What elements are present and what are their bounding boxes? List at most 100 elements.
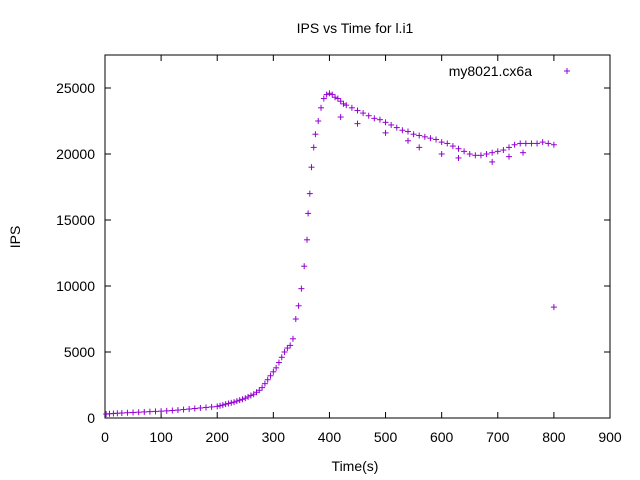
data-point: [197, 404, 204, 411]
data-point: [180, 406, 187, 413]
data-point: [219, 402, 226, 409]
data-point: [365, 112, 372, 119]
data-point: [217, 402, 224, 409]
data-point: [306, 190, 313, 197]
x-tick-label: 900: [598, 429, 622, 445]
data-point: [489, 158, 496, 165]
data-point: [203, 404, 209, 411]
data-point: [191, 405, 198, 412]
data-point: [511, 141, 518, 148]
data-point: [298, 285, 305, 292]
data-point: [289, 335, 296, 342]
data-point: [158, 408, 165, 415]
data-point: [304, 236, 310, 243]
data-point: [236, 397, 243, 404]
data-point: [124, 409, 131, 416]
data-point: [231, 399, 238, 406]
data-point: [337, 114, 344, 121]
data-point: [118, 409, 125, 416]
data-point: [517, 140, 524, 147]
data-point: [399, 127, 406, 134]
data-point: [410, 131, 417, 138]
data-point: [494, 148, 501, 155]
data-point: [376, 116, 383, 123]
data-point: [264, 376, 271, 383]
data-point: [323, 91, 330, 98]
y-tick-label: 20000: [56, 146, 95, 162]
legend-marker-symbol: [564, 68, 570, 74]
data-point: [348, 104, 355, 111]
data-point: [275, 359, 282, 366]
chart-title: IPS vs Time for l.i1: [297, 20, 414, 36]
data-point: [312, 131, 319, 138]
data-point: [354, 120, 361, 127]
data-point: [506, 144, 512, 151]
data-point: [444, 140, 451, 147]
y-tick-label: 15000: [56, 212, 95, 228]
y-tick-label: 10000: [56, 278, 95, 294]
x-tick-label: 200: [206, 429, 230, 445]
data-point: [545, 140, 552, 147]
data-point: [382, 129, 389, 136]
data-point: [301, 263, 308, 270]
x-tick-label: 400: [318, 429, 342, 445]
legend: my8021.cx6a: [449, 63, 570, 79]
x-tick-label: 0: [101, 429, 109, 445]
data-point: [455, 145, 462, 152]
y-axis-ticks: 0 5000 10000 15000 20000 25000: [56, 80, 610, 426]
data-point: [261, 380, 268, 387]
data-point: [163, 407, 170, 414]
data-point: [169, 407, 176, 414]
data-point: [489, 149, 496, 156]
x-tick-label: 700: [486, 429, 510, 445]
data-point: [472, 152, 479, 159]
data-point: [340, 100, 347, 107]
data-point: [438, 139, 445, 146]
data-point: [233, 398, 240, 405]
data-point: [337, 98, 344, 105]
data-point: [455, 154, 462, 161]
data-point: [416, 144, 423, 151]
data-point: [416, 132, 423, 139]
x-tick-label: 800: [542, 429, 566, 445]
data-point: [320, 95, 327, 102]
data-point: [360, 110, 367, 117]
data-point: [461, 148, 468, 155]
data-point: [522, 140, 529, 147]
y-tick-label: 25000: [56, 80, 95, 96]
data-point: [334, 95, 341, 102]
data-point: [371, 115, 378, 122]
data-point: [318, 104, 325, 111]
data-point: [225, 400, 232, 407]
x-tick-label: 300: [262, 429, 286, 445]
data-point: [295, 302, 302, 309]
data-point: [186, 406, 193, 413]
data-point: [421, 133, 428, 140]
data-points: [103, 90, 557, 418]
legend-label: my8021.cx6a: [449, 63, 532, 79]
data-point: [534, 140, 541, 147]
x-tick-label: 100: [149, 429, 173, 445]
data-point: [130, 409, 137, 416]
data-point: [382, 119, 389, 126]
data-point: [539, 139, 546, 146]
data-point: [146, 408, 153, 415]
data-point: [245, 393, 252, 400]
data-point: [500, 147, 507, 154]
data-point: [326, 90, 333, 97]
y-axis-label: IPS: [7, 226, 23, 249]
data-point: [550, 304, 557, 311]
data-point: [354, 107, 361, 114]
data-point: [449, 143, 456, 150]
data-point: [477, 152, 484, 159]
data-point: [208, 403, 215, 410]
data-point: [343, 102, 350, 109]
data-point: [267, 372, 274, 379]
data-point: [174, 407, 181, 414]
x-tick-label: 500: [374, 429, 398, 445]
data-point: [228, 399, 235, 406]
data-point: [135, 409, 142, 416]
data-point: [242, 395, 249, 402]
data-point: [329, 91, 336, 98]
